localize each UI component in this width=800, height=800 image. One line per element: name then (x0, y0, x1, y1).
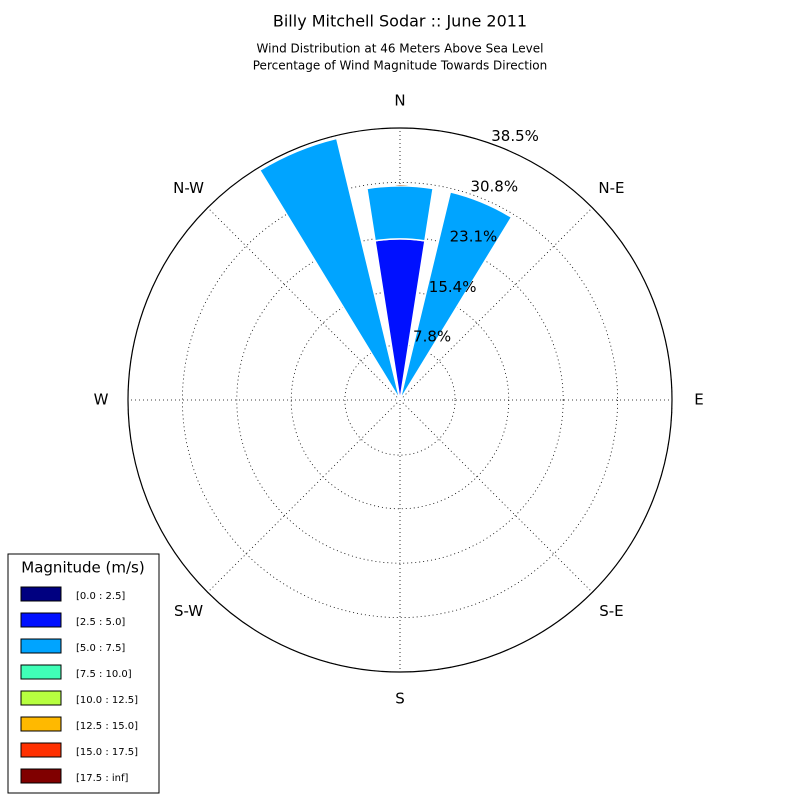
grid-spoke (399, 207, 593, 401)
legend-swatch (20, 716, 62, 732)
radial-tick-label: 7.8% (413, 328, 451, 346)
legend-label: [2.5 : 5.0] (76, 617, 125, 628)
grid-ring (181, 181, 619, 619)
legend-swatch (20, 768, 62, 784)
legend-label: [15.0 : 17.5] (76, 747, 138, 758)
chart-title: Billy Mitchell Sodar :: June 2011 (273, 12, 527, 31)
chart-subtitle: Wind Distribution at 46 Meters Above Sea… (257, 42, 544, 56)
radial-tick-label: 30.8% (470, 177, 518, 195)
radial-tick-label: 23.1% (450, 228, 498, 246)
wind-bar (374, 238, 426, 401)
legend-title: Magnitude (m/s) (21, 559, 144, 577)
wind-bar (399, 191, 513, 401)
legend-label: [12.5 : 15.0] (76, 721, 138, 732)
wind-bar (366, 185, 434, 242)
legend-swatch (20, 586, 62, 602)
legend-label: [5.0 : 7.5] (76, 643, 125, 654)
chart-subtitle: Percentage of Wind Magnitude Towards Dir… (253, 59, 547, 73)
radial-tick-label: 38.5% (491, 127, 539, 145)
grid-ring (344, 344, 456, 456)
legend-label: [7.5 : 10.0] (76, 669, 132, 680)
grid-spoke (207, 399, 401, 593)
direction-label: S-E (599, 602, 623, 620)
legend-swatch (20, 742, 62, 758)
direction-label: S-W (174, 602, 203, 620)
direction-label: N (394, 92, 405, 110)
polar-frame (127, 127, 673, 673)
wind-bar (258, 137, 401, 401)
legend-label: [10.0 : 12.5] (76, 695, 138, 706)
grid-spoke (207, 207, 401, 401)
legend-swatch (20, 612, 62, 628)
radial-tick-label: 15.4% (429, 278, 477, 296)
direction-label: N-W (173, 179, 204, 197)
direction-label: E (694, 391, 703, 409)
legend-swatch (20, 664, 62, 680)
direction-label: N-E (598, 179, 624, 197)
legend-label: [0.0 : 2.5] (76, 591, 125, 602)
legend-swatch (20, 690, 62, 706)
legend-label: [17.5 : inf] (76, 773, 129, 784)
direction-label: S (395, 690, 405, 708)
direction-label: W (94, 391, 109, 409)
grid-spoke (399, 399, 593, 593)
legend-swatch (20, 638, 62, 654)
